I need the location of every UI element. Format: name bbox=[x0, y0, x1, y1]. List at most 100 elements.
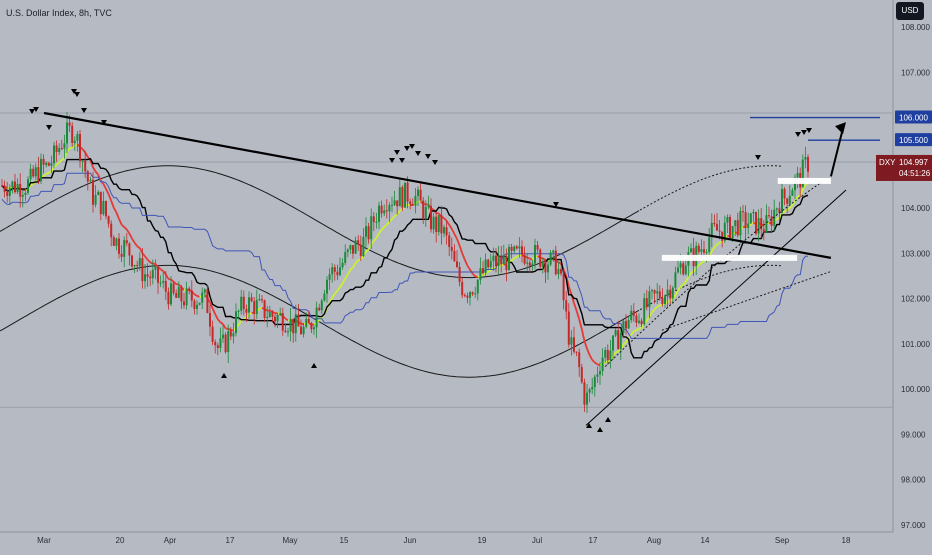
candle-body bbox=[66, 123, 68, 144]
x-tick-label: May bbox=[282, 536, 297, 545]
y-tick-label: 102.000 bbox=[901, 295, 930, 304]
candle-body bbox=[503, 256, 505, 264]
candle-body bbox=[459, 267, 461, 282]
x-tick-label: Aug bbox=[647, 536, 661, 545]
candle-body bbox=[173, 283, 175, 293]
candle-body bbox=[734, 220, 736, 226]
candle bbox=[487, 259, 489, 269]
candle-body bbox=[516, 246, 518, 248]
candle-body bbox=[313, 327, 315, 329]
candle-body bbox=[713, 223, 715, 224]
ema-segment bbox=[197, 296, 200, 297]
ema-segment bbox=[657, 305, 660, 306]
candle-body bbox=[82, 161, 84, 162]
candle-body bbox=[355, 240, 357, 253]
candle-body bbox=[84, 161, 86, 172]
candle-body bbox=[659, 291, 661, 298]
candle-body bbox=[157, 267, 159, 283]
candle-body bbox=[680, 263, 682, 267]
candle-body bbox=[209, 313, 211, 327]
ema-segment bbox=[475, 277, 478, 278]
candle-body bbox=[95, 195, 97, 205]
candle-body bbox=[498, 256, 500, 266]
candle-body bbox=[97, 192, 99, 195]
candle-body bbox=[326, 280, 328, 294]
candle-body bbox=[490, 261, 492, 267]
candle-body bbox=[396, 200, 398, 206]
candle-body bbox=[698, 246, 700, 252]
candle-body bbox=[141, 258, 143, 281]
candle-body bbox=[375, 222, 377, 223]
candle-body bbox=[472, 292, 474, 294]
candle-body bbox=[412, 204, 414, 206]
candle-body bbox=[526, 262, 528, 263]
candle-body bbox=[292, 319, 294, 333]
candle-body bbox=[726, 217, 728, 223]
x-tick-label: 17 bbox=[589, 536, 598, 545]
candle-body bbox=[370, 216, 372, 239]
candle-body bbox=[732, 226, 734, 238]
candle-body bbox=[620, 333, 622, 349]
candle-body bbox=[378, 206, 380, 222]
candle-body bbox=[316, 308, 318, 328]
candle-body bbox=[456, 261, 458, 267]
y-tick-label: 98.000 bbox=[901, 476, 926, 485]
candle-body bbox=[791, 190, 793, 196]
candle-body bbox=[391, 205, 393, 206]
candle-body bbox=[552, 251, 554, 253]
candle-body bbox=[61, 148, 63, 149]
candle-body bbox=[118, 238, 120, 253]
candle-body bbox=[422, 201, 424, 219]
candle-body bbox=[381, 206, 383, 214]
candle-body bbox=[425, 207, 427, 218]
candle-body bbox=[750, 213, 752, 223]
candle-body bbox=[258, 299, 260, 300]
candle-body bbox=[128, 243, 130, 255]
candle-body bbox=[485, 260, 487, 274]
candle-body bbox=[113, 237, 115, 246]
candle-body bbox=[560, 269, 562, 274]
candle-body bbox=[344, 252, 346, 263]
chart-title: U.S. Dollar Index, 8h, TVC bbox=[6, 8, 112, 18]
candle-body bbox=[206, 289, 208, 313]
candle-body bbox=[9, 188, 11, 196]
candle-body bbox=[781, 189, 783, 213]
candle-body bbox=[578, 352, 580, 367]
candle-body bbox=[667, 290, 669, 297]
bar-countdown: 04:51:26 bbox=[899, 169, 931, 178]
symbol-label: DXY bbox=[879, 158, 896, 167]
candle-body bbox=[261, 299, 263, 300]
candle-body bbox=[362, 237, 364, 256]
candle-body bbox=[201, 293, 203, 303]
candle-body bbox=[386, 210, 388, 211]
candle-body bbox=[438, 215, 440, 232]
currency-button[interactable]: USD bbox=[896, 2, 924, 20]
candle-body bbox=[544, 261, 546, 272]
candle-body bbox=[334, 267, 336, 272]
support-zone bbox=[778, 178, 831, 184]
candle-body bbox=[625, 321, 627, 328]
candle-body bbox=[136, 265, 138, 266]
candle-body bbox=[729, 217, 731, 238]
candle-body bbox=[152, 270, 154, 278]
candle-body bbox=[264, 300, 266, 318]
candle-body bbox=[217, 345, 219, 348]
candle-body bbox=[318, 308, 320, 311]
candle-body bbox=[446, 227, 448, 235]
candle-body bbox=[219, 338, 221, 348]
candle-body bbox=[589, 389, 591, 392]
candle-body bbox=[565, 300, 567, 311]
candle-body bbox=[69, 123, 71, 126]
candle-body bbox=[511, 247, 513, 251]
candle-body bbox=[797, 173, 799, 177]
y-tick-label: 107.000 bbox=[901, 68, 930, 77]
candle-body bbox=[399, 187, 401, 206]
candle-body bbox=[383, 210, 385, 213]
candle-body bbox=[804, 157, 806, 160]
candle-body bbox=[495, 256, 497, 266]
candle-body bbox=[747, 223, 749, 227]
candle-body bbox=[17, 184, 19, 192]
candle-body bbox=[22, 195, 24, 197]
